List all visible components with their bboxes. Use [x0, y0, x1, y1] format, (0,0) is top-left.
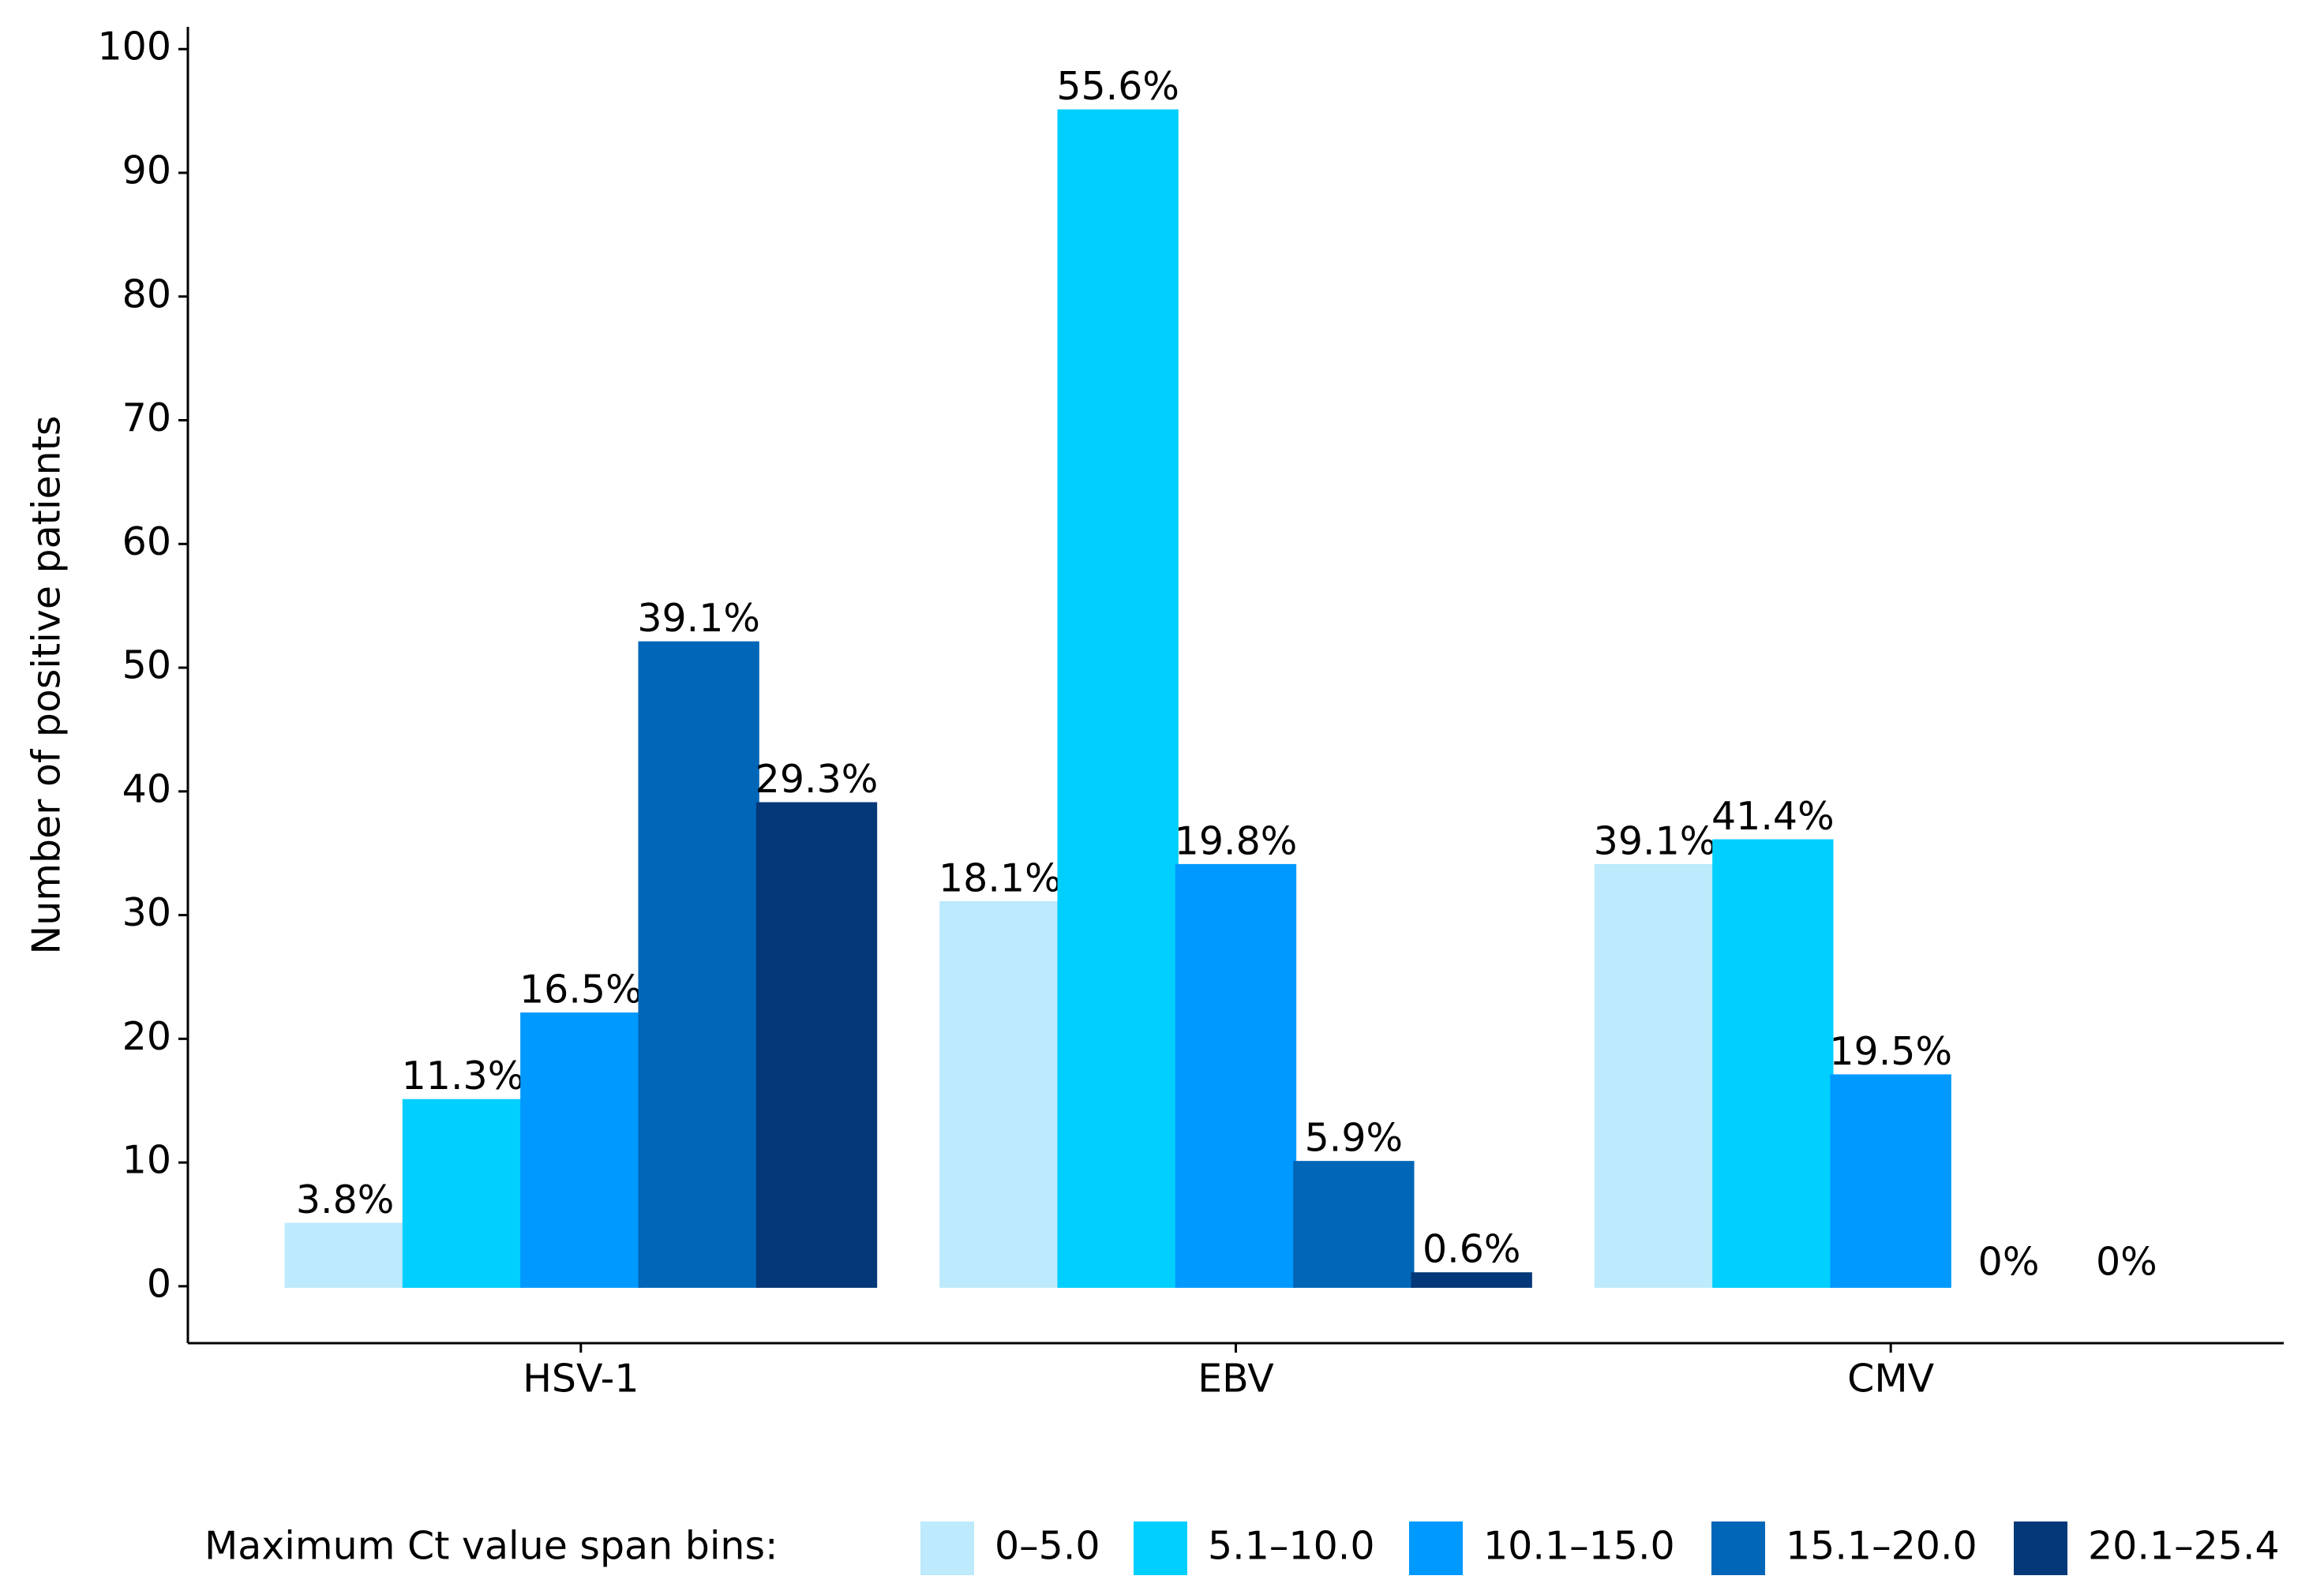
bar: [755, 802, 878, 1288]
y-tick-label: 60: [122, 519, 171, 564]
bar: [1594, 863, 1716, 1288]
y-tick-label: 0: [147, 1261, 171, 1306]
value-label: 19.8%: [1175, 818, 1298, 863]
bar: [1411, 1272, 1532, 1288]
legend-label: 15.1–20.0: [1786, 1524, 1977, 1569]
bar: [402, 1099, 524, 1288]
bar: [1057, 109, 1179, 1288]
y-tick-label: 80: [122, 271, 171, 316]
y-tick-label: 10: [122, 1138, 171, 1183]
bar: [1175, 863, 1297, 1288]
value-label: 5.9%: [1305, 1116, 1404, 1161]
legend-label: 20.1–25.4: [2088, 1524, 2280, 1569]
value-label: 0%: [1978, 1239, 2040, 1284]
value-label: 29.3%: [755, 757, 879, 802]
legend-key: [2014, 1521, 2067, 1575]
legend-label: 10.1–15.0: [1483, 1524, 1675, 1569]
value-label: 3.8%: [296, 1177, 395, 1222]
value-label: 39.1%: [1594, 818, 1717, 863]
y-axis-title: Number of positive patients: [24, 416, 69, 955]
bar: [1830, 1074, 1951, 1288]
bar: [284, 1222, 406, 1288]
value-label: 0.6%: [1423, 1227, 1521, 1272]
value-label: 11.3%: [402, 1054, 525, 1099]
legend-key: [1134, 1521, 1187, 1575]
legend-label: 0–5.0: [995, 1524, 1100, 1569]
x-tick-label: HSV-1: [523, 1357, 639, 1402]
x-tick-label: CMV: [1847, 1357, 1934, 1402]
bar: [638, 641, 759, 1288]
value-label: 55.6%: [1056, 64, 1179, 109]
x-tick-label: EBV: [1198, 1357, 1274, 1402]
y-tick-label: 50: [122, 643, 171, 688]
y-tick-label: 70: [122, 395, 171, 440]
y-tick-label: 90: [122, 148, 171, 193]
value-label: 16.5%: [519, 968, 643, 1012]
bar: [1712, 839, 1834, 1288]
legend-key: [920, 1521, 974, 1575]
value-label: 0%: [2096, 1239, 2157, 1284]
bar: [1293, 1161, 1415, 1288]
y-tick-label: 100: [97, 24, 171, 69]
legend-label: 5.1–10.0: [1208, 1524, 1375, 1569]
value-label: 41.4%: [1711, 794, 1835, 839]
y-tick-label: 20: [122, 1014, 171, 1059]
y-tick-label: 30: [122, 890, 171, 935]
value-label: 39.1%: [637, 596, 760, 641]
bar: [520, 1012, 642, 1288]
legend-key: [1409, 1521, 1463, 1575]
bar: [939, 900, 1061, 1288]
legend-title: Maximum Ct value span bins:: [204, 1524, 778, 1569]
value-label: 19.5%: [1829, 1029, 1952, 1074]
y-tick-label: 40: [122, 766, 171, 811]
legend-key: [1711, 1521, 1765, 1575]
value-label: 18.1%: [939, 855, 1062, 900]
